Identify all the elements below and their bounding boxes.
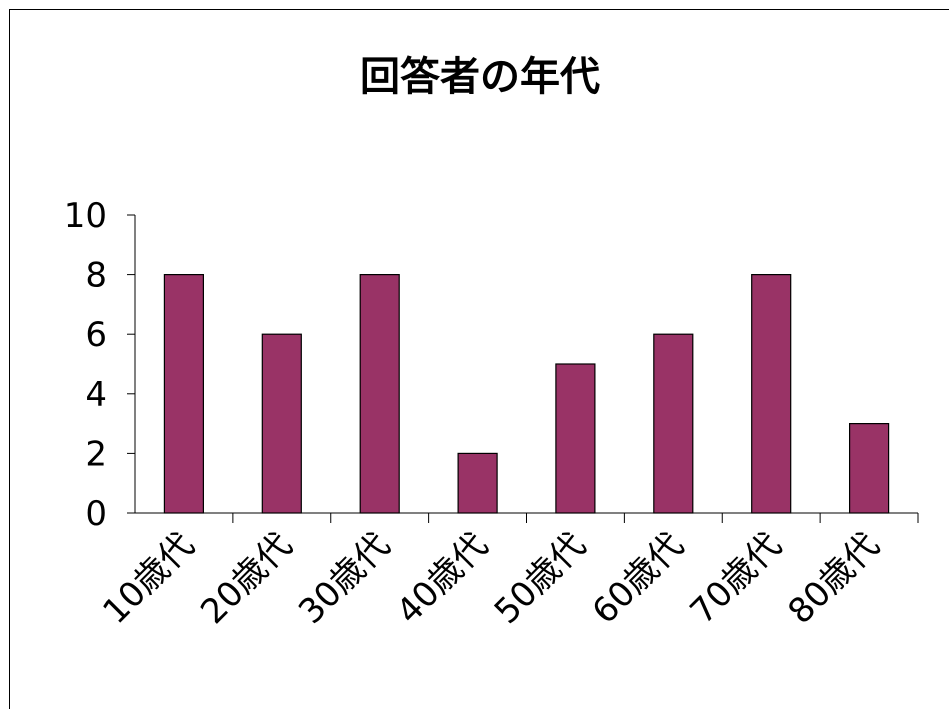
chart-title: 回答者の年代: [360, 54, 600, 100]
y-tick-label-6: 6: [85, 315, 107, 355]
bar-1: [163, 274, 204, 514]
x-tick-label-7: 70歳代: [683, 525, 790, 632]
bar-7: [751, 274, 792, 514]
y-tick-label-8: 8: [85, 256, 107, 296]
x-tick-label-4: 40歳代: [389, 525, 496, 632]
bar-4: [457, 452, 498, 514]
chart-frame: [9, 9, 949, 709]
x-tick-label-2: 20歳代: [193, 525, 300, 632]
bar-2: [261, 333, 302, 514]
x-tick-label-8: 80歳代: [780, 525, 887, 632]
bar-3: [359, 274, 400, 514]
y-tick-label-2: 2: [85, 434, 107, 474]
bar-5: [555, 363, 596, 514]
bar-8: [848, 423, 890, 514]
x-tick-label-3: 30歳代: [291, 525, 398, 632]
x-tick-label-6: 60歳代: [585, 525, 692, 632]
x-tick-label-1: 10歳代: [95, 525, 202, 632]
bar-6: [653, 333, 694, 514]
x-tick-label-5: 50歳代: [487, 525, 594, 632]
y-tick-label-4: 4: [85, 375, 107, 415]
y-tick-label-10: 10: [64, 196, 107, 236]
y-tick-label-0: 0: [85, 494, 107, 534]
